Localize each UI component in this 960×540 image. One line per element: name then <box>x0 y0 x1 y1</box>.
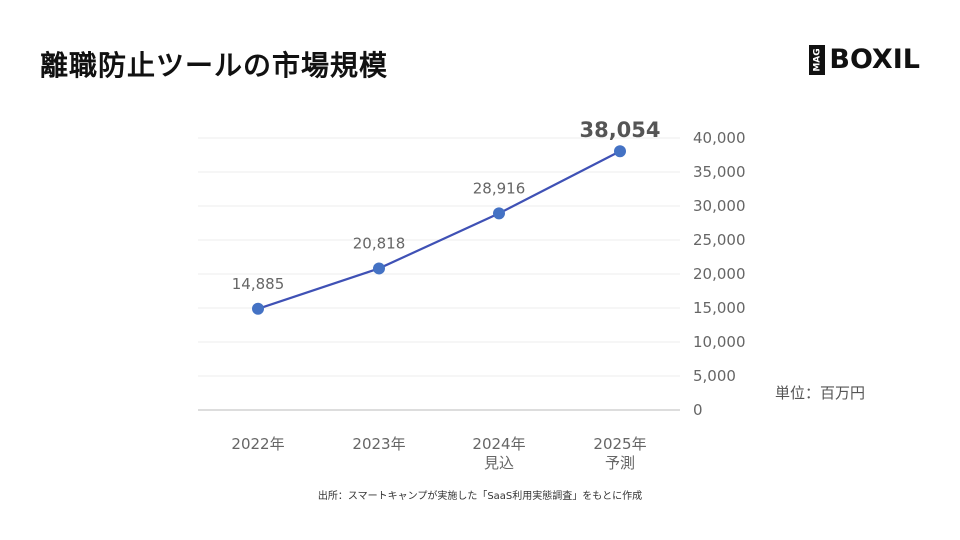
y-tick-label: 25,000 <box>693 231 746 249</box>
y-tick-label: 30,000 <box>693 197 746 215</box>
x-tick-label-line: 2025年 <box>593 435 646 453</box>
logo-wordmark: BOXIL <box>829 44 920 75</box>
y-tick-label: 0 <box>693 401 703 419</box>
logo-mag-badge: MAG <box>809 44 826 75</box>
series-line <box>257 150 621 310</box>
data-point <box>252 302 264 315</box>
data-label: 28,916 <box>473 179 526 197</box>
brand-logo: MAG BOXIL <box>809 44 920 75</box>
data-label: 14,885 <box>232 275 285 293</box>
y-tick-label: 15,000 <box>693 299 746 317</box>
x-tick-label-line: 見込 <box>484 454 514 472</box>
x-tick-label: 2023年 <box>352 435 405 453</box>
x-tick-label: 2022年 <box>231 435 284 453</box>
y-tick-label: 20,000 <box>693 265 746 283</box>
y-tick-label: 10,000 <box>693 333 746 351</box>
source-note: 出所：スマートキャンプが実施した「SaaS利用実態調査」をもとに作成 <box>317 491 643 502</box>
y-tick-label: 5,000 <box>693 367 736 385</box>
x-tick-label: 2024年見込 <box>472 435 525 472</box>
data-point <box>614 145 626 158</box>
x-tick-label-line: 2023年 <box>352 435 405 453</box>
x-tick-label-line: 2022年 <box>231 435 284 453</box>
y-tick-label: 35,000 <box>693 163 746 181</box>
data-point <box>373 262 385 275</box>
y-tick-label: 40,000 <box>693 129 746 147</box>
x-tick-label-line: 予測 <box>605 454 635 472</box>
x-tick-label: 2025年予測 <box>593 435 646 472</box>
data-point <box>493 207 505 220</box>
unit-label: 単位：百万円 <box>775 384 866 402</box>
data-label: 20,818 <box>353 234 406 252</box>
data-label-highlight: 38,054 <box>579 118 660 142</box>
x-tick-label-line: 2024年 <box>472 435 525 453</box>
page-title: 離職防止ツールの市場規模 <box>40 49 389 82</box>
